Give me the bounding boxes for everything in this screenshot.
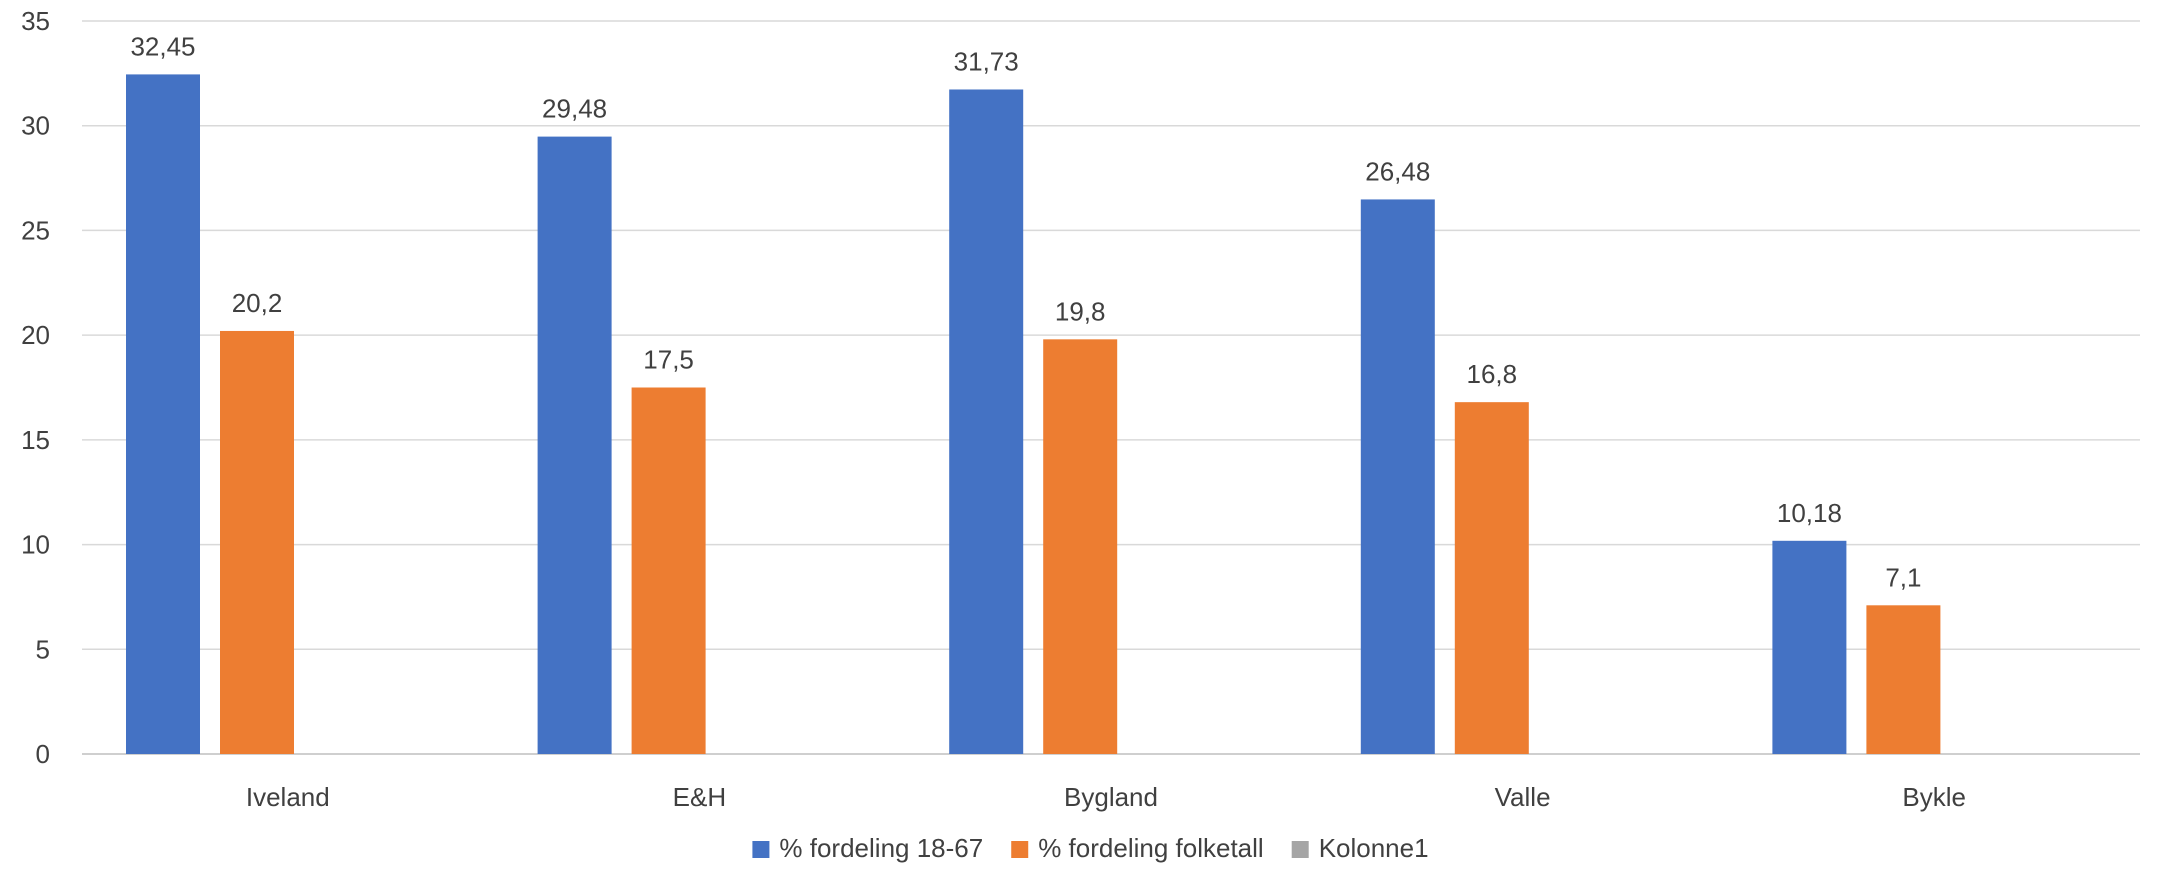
x-tick-label: Bygland bbox=[1064, 782, 1158, 812]
bar bbox=[220, 330, 294, 754]
y-tick-label: 20 bbox=[21, 320, 50, 350]
data-label: 20,2 bbox=[232, 288, 283, 318]
legend-swatch bbox=[752, 841, 770, 858]
data-label: 7,1 bbox=[1885, 562, 1921, 592]
bar bbox=[949, 89, 1024, 754]
legend-item: % fordeling folketall bbox=[1011, 833, 1264, 863]
legend-label: % fordeling 18-67 bbox=[779, 833, 983, 863]
x-tick-label: Iveland bbox=[246, 782, 330, 812]
x-tick-label: Valle bbox=[1495, 782, 1551, 812]
y-tick-label: 0 bbox=[36, 739, 50, 769]
data-label: 31,73 bbox=[954, 46, 1019, 76]
data-labels: 32,45 29,48 31,73 26,48 10,18 20,2 17,5 19,8 16,… bbox=[130, 31, 1921, 592]
bar bbox=[1043, 339, 1118, 754]
y-tick-label: 10 bbox=[21, 530, 50, 560]
legend-label: % fordeling folketall bbox=[1038, 833, 1263, 863]
bar bbox=[1866, 605, 1941, 754]
data-label: 16,8 bbox=[1466, 359, 1517, 389]
legend-item: Kolonne1 bbox=[1291, 833, 1429, 863]
data-label: 10,18 bbox=[1777, 498, 1842, 528]
y-tick-label: 5 bbox=[36, 634, 50, 664]
bar bbox=[1454, 402, 1529, 754]
data-label: 32,45 bbox=[130, 31, 195, 61]
legend-label: Kolonne1 bbox=[1319, 833, 1429, 863]
x-tick-label: Bykle bbox=[1902, 782, 1966, 812]
data-label: 17,5 bbox=[643, 345, 694, 375]
legend: % fordeling 18-67 % fordeling folketall Ko… bbox=[752, 833, 1429, 863]
legend-item: % fordeling 18-67 bbox=[752, 833, 983, 863]
bar bbox=[126, 74, 200, 754]
legend-swatch bbox=[1011, 841, 1029, 858]
y-tick-label: 25 bbox=[21, 215, 50, 245]
y-tick-label: 30 bbox=[21, 111, 50, 141]
y-tick-label: 15 bbox=[21, 425, 50, 455]
data-label: 29,48 bbox=[542, 94, 607, 124]
data-label: 19,8 bbox=[1055, 296, 1106, 326]
bar bbox=[1360, 199, 1435, 755]
bars bbox=[126, 74, 1941, 755]
bar bbox=[1772, 540, 1847, 754]
legend-swatch bbox=[1291, 841, 1309, 858]
x-tick-label: E&H bbox=[673, 782, 726, 812]
data-label: 26,48 bbox=[1365, 156, 1430, 186]
bar bbox=[537, 136, 612, 755]
bar bbox=[631, 387, 706, 754]
y-tick-label: 35 bbox=[21, 6, 50, 36]
